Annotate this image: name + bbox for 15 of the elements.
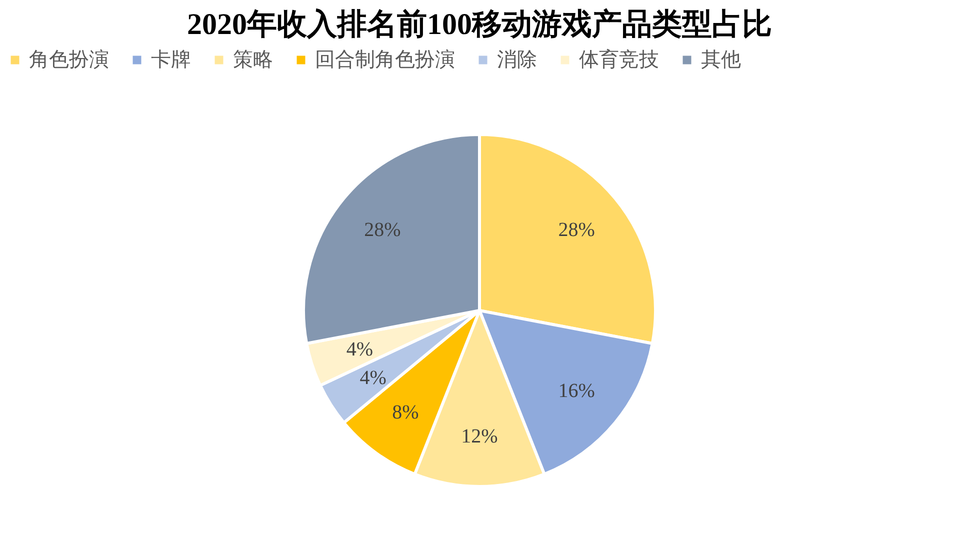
data-label: 28%	[558, 219, 595, 242]
data-label: 12%	[461, 426, 498, 448]
data-label: 4%	[346, 338, 374, 360]
data-label: 8%	[392, 401, 419, 424]
legend-label: 角色扮演	[29, 49, 109, 71]
data-label: 28%	[364, 219, 401, 242]
legend-label: 回合制角色扮演	[315, 49, 455, 71]
data-label: 16%	[558, 380, 595, 402]
data-label: 4%	[360, 367, 386, 390]
legend-label: 卡牌	[151, 49, 191, 71]
chart-title: 2020年收入排名前100移动游戏产品类型占比	[187, 8, 772, 41]
legend-label: 其他	[701, 49, 741, 71]
legend-label: 体育竞技	[579, 48, 659, 71]
legend-label: 策略	[233, 49, 273, 71]
legend-label: 消除	[497, 49, 537, 71]
